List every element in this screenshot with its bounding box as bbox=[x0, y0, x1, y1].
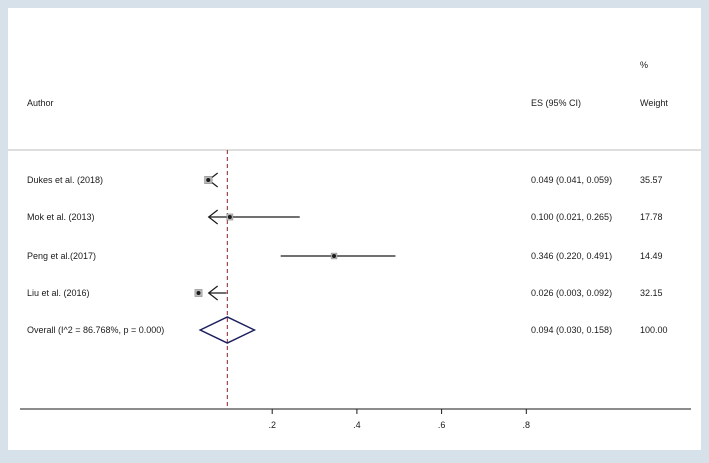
header-es: ES (95% CI) bbox=[531, 98, 581, 108]
x-tick-label: .2 bbox=[268, 420, 276, 430]
study-weight: 35.57 bbox=[640, 175, 663, 185]
study-label: Mok et al. (2013) bbox=[27, 212, 95, 222]
header-author: Author bbox=[27, 98, 54, 108]
study-es-ci: 0.100 (0.021, 0.265) bbox=[531, 212, 612, 222]
point-estimate bbox=[227, 215, 232, 219]
plot-background bbox=[8, 8, 701, 450]
study-label: Dukes et al. (2018) bbox=[27, 175, 103, 185]
point-estimate bbox=[196, 291, 201, 295]
ci-clip-arrow bbox=[207, 209, 219, 225]
overall-weight: 100.00 bbox=[640, 325, 668, 335]
x-tick-label: .4 bbox=[353, 420, 361, 430]
study-weight: 32.15 bbox=[640, 288, 663, 298]
study-es-ci: 0.049 (0.041, 0.059) bbox=[531, 175, 612, 185]
overall-label: Overall (I^2 = 86.768%, p = 0.000) bbox=[27, 325, 164, 335]
study-weight: 17.78 bbox=[640, 212, 663, 222]
overall-es-ci: 0.094 (0.030, 0.158) bbox=[531, 325, 612, 335]
header-weight: Weight bbox=[640, 98, 668, 108]
point-estimate bbox=[332, 254, 337, 258]
x-tick-label: .6 bbox=[438, 420, 446, 430]
study-label: Liu et al. (2016) bbox=[27, 288, 90, 298]
point-estimate bbox=[206, 178, 211, 182]
header-weight-percent: % bbox=[640, 60, 648, 70]
study-label: Peng et al.(2017) bbox=[27, 251, 96, 261]
study-es-ci: 0.346 (0.220, 0.491) bbox=[531, 251, 612, 261]
study-weight: 14.49 bbox=[640, 251, 663, 261]
ci-clip-arrow bbox=[207, 285, 219, 301]
overall-diamond bbox=[198, 316, 257, 344]
study-es-ci: 0.026 (0.003, 0.092) bbox=[531, 288, 612, 298]
x-tick-label: .8 bbox=[523, 420, 531, 430]
